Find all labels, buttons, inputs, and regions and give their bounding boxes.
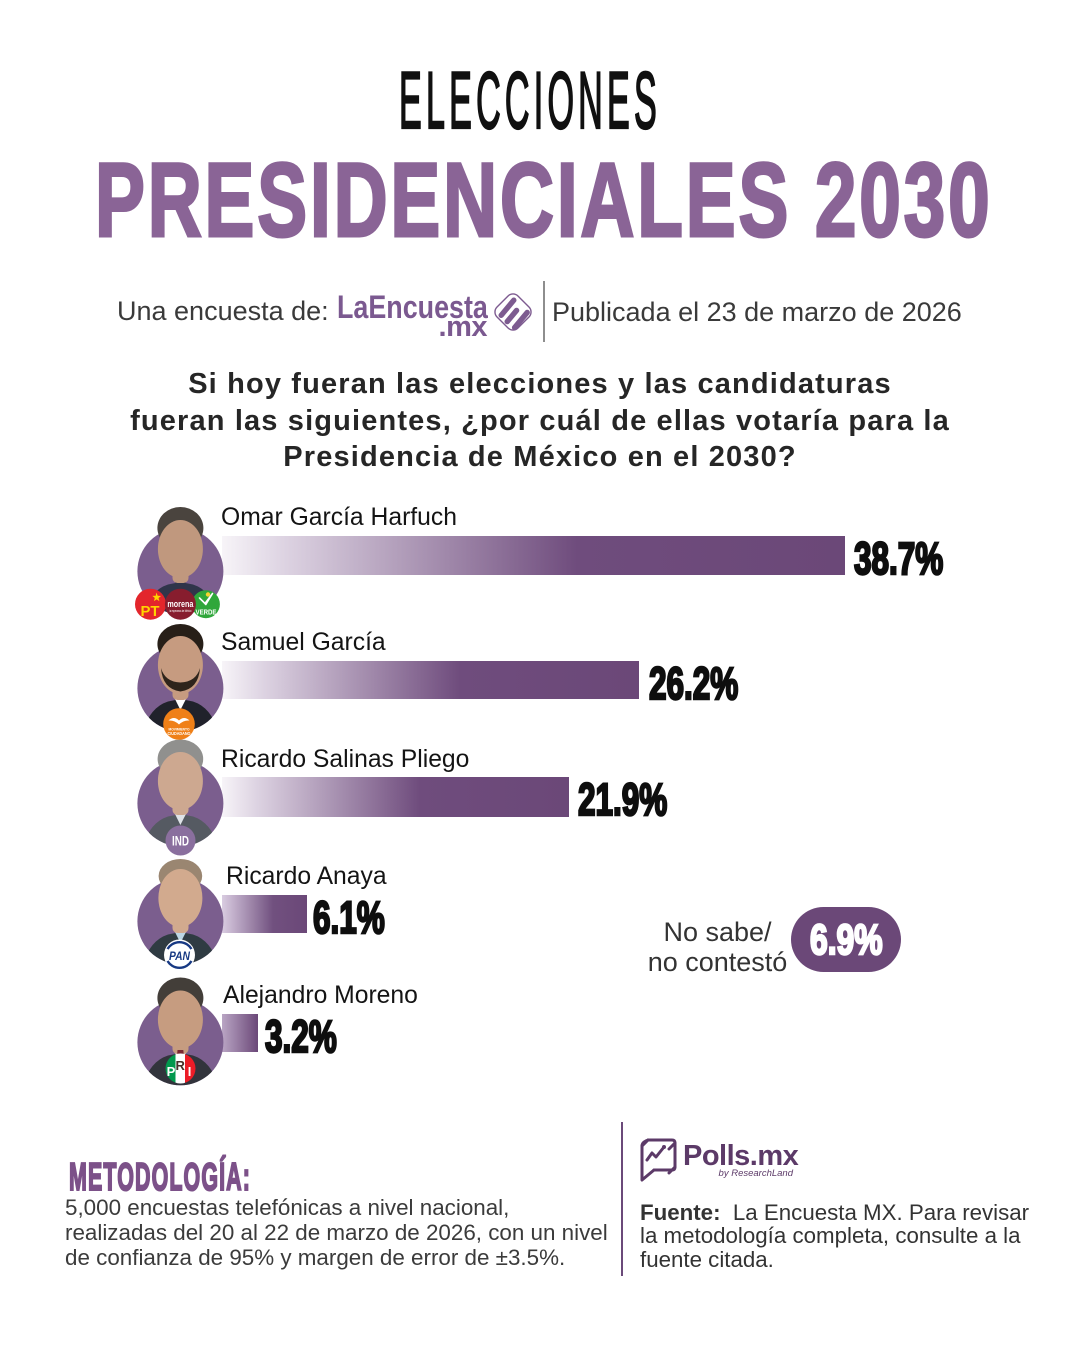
svg-text:IND: IND [172, 834, 189, 849]
svg-text:VERDE: VERDE [196, 608, 217, 617]
svg-text:la esperanza de México: la esperanza de México [169, 609, 191, 613]
svg-text:I: I [188, 1064, 192, 1079]
svg-text:R: R [176, 1058, 186, 1073]
svg-text:MOVIMIENTO: MOVIMIENTO [169, 728, 190, 732]
svg-text:CIUDADANO: CIUDADANO [168, 731, 191, 737]
svg-text:morena: morena [167, 599, 193, 609]
svg-text:P: P [167, 1064, 176, 1079]
svg-text:PAN: PAN [169, 949, 190, 963]
svg-text:PT: PT [141, 603, 160, 620]
